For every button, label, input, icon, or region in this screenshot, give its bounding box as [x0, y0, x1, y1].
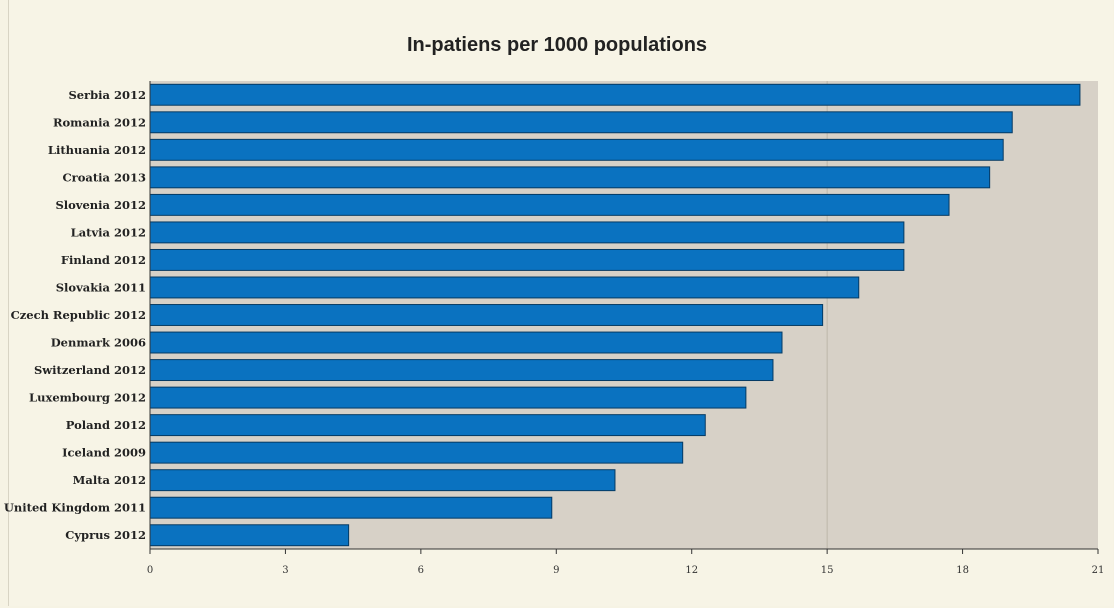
x-tick-label: 15	[821, 565, 834, 576]
bar	[150, 139, 1003, 160]
category-label: Cyprus 2012	[65, 528, 146, 542]
bar	[150, 84, 1080, 105]
category-label: Iceland 2009	[62, 446, 146, 460]
x-tick-label: 0	[147, 565, 153, 576]
x-tick-label: 9	[553, 565, 559, 576]
category-label: Slovenia 2012	[55, 198, 146, 212]
category-label: Croatia 2013	[63, 170, 146, 184]
category-label: Switzerland 2012	[34, 363, 146, 377]
bar	[150, 360, 773, 381]
category-label: Denmark 2006	[51, 336, 146, 350]
bar	[150, 525, 349, 546]
bar	[150, 387, 746, 408]
category-label: Czech Republic 2012	[11, 308, 146, 322]
bar	[150, 249, 904, 270]
bar	[150, 112, 1012, 133]
bar	[150, 332, 782, 353]
category-label: United Kingdom 2011	[4, 501, 146, 515]
category-label: Slovakia 2011	[56, 280, 146, 294]
bar	[150, 167, 990, 188]
x-tick-label: 21	[1092, 565, 1105, 576]
x-tick-label: 18	[956, 565, 969, 576]
bar	[150, 305, 823, 326]
category-label: Lithuania 2012	[48, 143, 146, 157]
category-label: Romania 2012	[53, 115, 146, 129]
bar	[150, 415, 705, 436]
x-tick-label: 12	[685, 565, 698, 576]
category-label: Finland 2012	[61, 253, 146, 267]
category-label: Luxembourg 2012	[29, 391, 146, 405]
category-label: Latvia 2012	[71, 225, 146, 239]
bar	[150, 277, 859, 298]
category-label: Malta 2012	[73, 473, 146, 487]
bar	[150, 194, 949, 215]
category-label: Serbia 2012	[68, 88, 146, 102]
bar	[150, 222, 904, 243]
bar	[150, 442, 683, 463]
bar	[150, 497, 552, 518]
category-label: Poland 2012	[66, 418, 146, 432]
x-tick-label: 6	[418, 565, 424, 576]
x-tick-label: 3	[282, 565, 288, 576]
bar	[150, 470, 615, 491]
category-labels: Serbia 2012 Romania 2012 Lithuania 2012 Cro…	[4, 88, 146, 542]
